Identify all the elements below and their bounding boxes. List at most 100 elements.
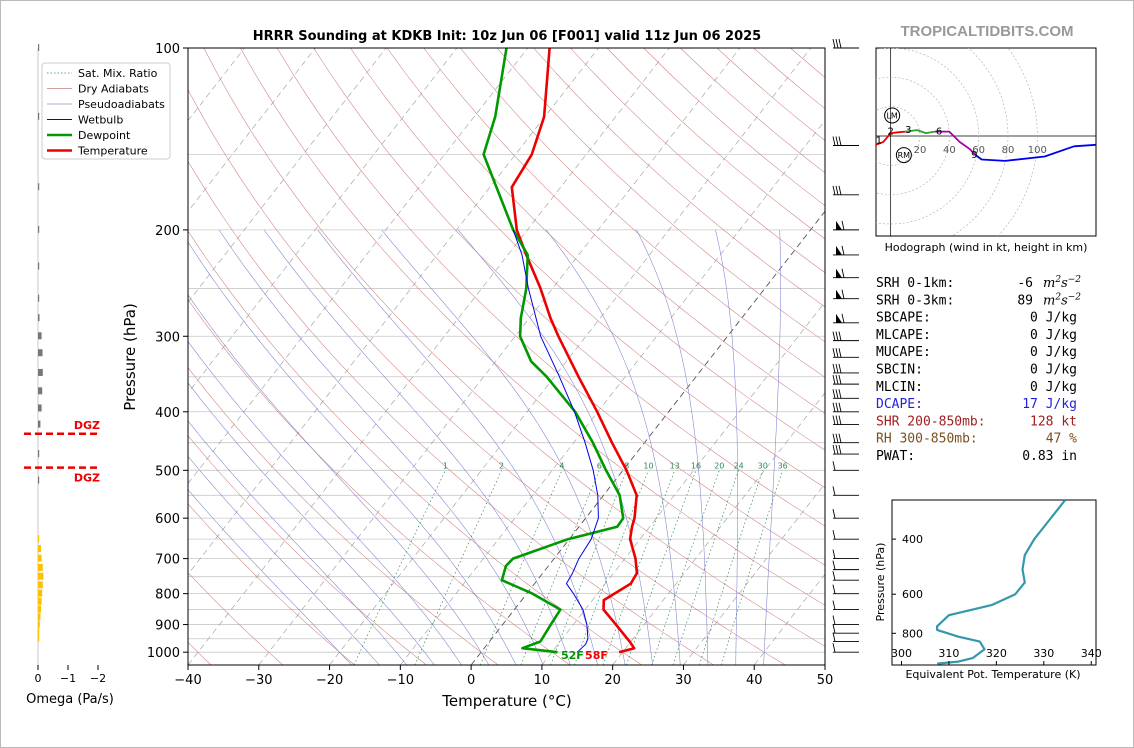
omega-bar (38, 476, 40, 484)
dry-adiabat (276, 48, 825, 566)
wind-barb (833, 245, 859, 256)
hodo-ring (951, 48, 1009, 236)
wind-barb (832, 615, 859, 626)
omega-tick-label: −1 (60, 672, 76, 685)
index-label: PWAT: (876, 449, 915, 464)
barb-feather (832, 624, 836, 634)
dry-adiabat (188, 230, 642, 665)
y-tick-label: 800 (155, 588, 180, 603)
index-value: 0 J/kg (1030, 345, 1077, 360)
skewt-profiles (482, 48, 639, 654)
hodo-segment (934, 130, 977, 156)
legend-label: Pseudoadiabats (78, 98, 165, 111)
theta-e-ylabel: Pressure (hPa) (874, 543, 887, 622)
barb-feather (841, 245, 845, 255)
theta-e-series (935, 500, 1067, 665)
barb-feather (832, 38, 836, 49)
isotherm (188, 48, 458, 394)
storm-motion-label: LM (886, 111, 897, 120)
hodo-ring (876, 48, 979, 225)
theta-e-y-tick-label: 800 (902, 627, 923, 640)
wind-barb (832, 415, 859, 426)
barb-feather (832, 600, 836, 610)
skewt-xlabel: Temperature (°C) (441, 692, 571, 710)
y-tick-label: 200 (155, 224, 180, 239)
x-tick-label: 40 (746, 673, 763, 688)
dry-adiabat (423, 48, 825, 414)
wind-barb (832, 444, 859, 455)
index-value: 0.83 in (1022, 449, 1077, 464)
y-tick-label: 700 (155, 553, 180, 568)
theta-e-x-tick-label: 310 (938, 647, 959, 660)
wind-barb (832, 136, 859, 146)
moist-adiabat (188, 340, 462, 665)
dry-adiabat (350, 48, 825, 489)
hodograph-caption: Hodograph (wind in kt, height in km) (885, 241, 1088, 254)
barb-feather (835, 433, 839, 443)
index-value: 0 J/kg (1030, 328, 1077, 343)
omega-bar (38, 563, 43, 571)
omega-bar (38, 597, 42, 605)
omega-tick-label: −2 (90, 672, 106, 685)
moist-adiabat (715, 229, 738, 665)
mixing-ratio-label: 13 (670, 461, 680, 470)
dgz-label: DGZ (74, 472, 100, 485)
dry-adiabat (188, 160, 714, 665)
moist-adiabat (545, 229, 681, 665)
dry-adiabat (496, 48, 825, 343)
hodo-ring (997, 48, 1038, 236)
omega-bar (38, 44, 40, 51)
omega-bar (38, 404, 42, 412)
hodo-ring (876, 106, 921, 166)
wind-barb (832, 433, 859, 444)
skewt-title: HRRR Sounding at KDKB Init: 10z Jun 06 [… (253, 29, 761, 44)
x-tick-label: 0 (467, 673, 475, 688)
y-tick-label: 400 (155, 406, 180, 421)
index-value: -6 (1017, 276, 1033, 291)
surface-label: 58F (585, 649, 608, 662)
hodo-height-label: 6 (936, 127, 942, 138)
watermark: TROPICALTIDBITS.COM (900, 23, 1073, 40)
index-label: MLCIN: (876, 380, 923, 395)
sounding-indices: SRH 0-1km: -6 m2s−2 SRH 0-3km: 89 m2s−2 SBCAPE… (876, 275, 1081, 464)
barb-feather (838, 185, 842, 195)
moist-adiabat (636, 229, 709, 665)
barb-feather (832, 444, 836, 455)
index-value: 17 J/kg (1022, 397, 1077, 412)
omega-axis: 0 −1 −2 DGZ DGZ (24, 419, 106, 685)
omega-bar (38, 332, 42, 340)
barb-feather (832, 643, 836, 653)
hodo-height-label: 3 (905, 125, 911, 136)
storm-motion-marker (895, 147, 912, 164)
skewt-axes-frame (187, 47, 826, 666)
wind-barb (832, 560, 859, 571)
barb-feather (838, 38, 842, 49)
x-tick-label: 10 (534, 673, 551, 688)
isotherm (188, 48, 387, 303)
y-tick-label: 300 (155, 330, 180, 345)
omega-bar (38, 349, 43, 357)
omega-bar (38, 605, 41, 613)
barb-feather (832, 571, 836, 581)
dry-adiabat (188, 435, 427, 665)
barb-feather (832, 389, 836, 399)
hodograph-frame (875, 47, 1097, 237)
barb-feather (838, 415, 842, 425)
barb-feather (835, 375, 839, 385)
isotherm (470, 210, 825, 665)
dry-adiabat (533, 48, 825, 308)
omega-bar (38, 627, 40, 635)
index-label: SRH 0-3km: (876, 293, 954, 308)
index-label: MUCAPE: (876, 345, 931, 360)
moist-adiabat (218, 229, 544, 665)
isotherm (612, 392, 825, 665)
mixing-ratio-label: 4 (559, 461, 564, 470)
dry-adiabat (188, 503, 355, 665)
dry-adiabat (386, 48, 825, 451)
moist-adiabat (263, 229, 571, 665)
hodo-ring-label: 60 (972, 145, 985, 156)
barb-pennant (836, 245, 842, 255)
x-tick-label: −30 (245, 673, 272, 688)
mixing-ratio-line (672, 470, 740, 665)
omega-bar (38, 581, 43, 589)
